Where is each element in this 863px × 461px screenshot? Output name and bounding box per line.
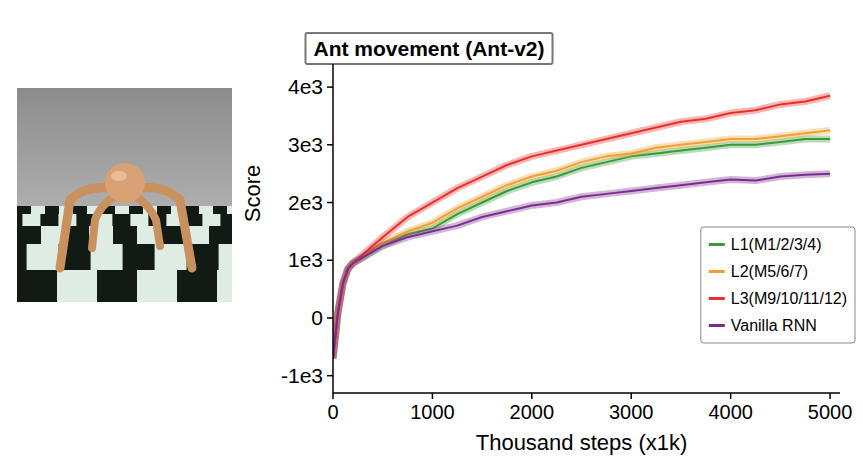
x-tick-label: 1000 (410, 401, 455, 423)
x-axis-line (333, 392, 840, 394)
x-axis-title: Thousand steps (x1k) (476, 430, 688, 455)
y-tick (327, 317, 333, 319)
floor-tile (213, 206, 227, 214)
ant (60, 163, 192, 268)
series-line (333, 130, 830, 358)
x-tick-label: 3000 (609, 401, 654, 423)
y-tick (327, 375, 333, 377)
legend-label: Vanilla RNN (731, 317, 817, 334)
series-band (333, 130, 830, 358)
legend-swatch (709, 243, 725, 246)
y-tick (327, 144, 333, 146)
legend: L1(M1/2/3/4) L2(M5/6/7) L3(M9/10/11/12) Van… (701, 227, 855, 343)
legend-swatch (709, 270, 725, 273)
floor-tile (209, 226, 232, 244)
x-tick (432, 393, 434, 399)
legend-label: L3(M9/10/11/12) (731, 290, 847, 307)
x-tick (531, 393, 533, 399)
x-tick-label: 2000 (510, 401, 555, 423)
title-group: Ant movement (Ant-v2) (305, 33, 552, 64)
series-line (333, 174, 830, 359)
floor-tile (17, 244, 27, 270)
leg (92, 194, 118, 248)
leg (132, 194, 160, 246)
x-tick (730, 393, 732, 399)
floor-tile (73, 206, 87, 214)
y-tick-label: 2e3 (288, 191, 323, 214)
floor-tile (17, 226, 41, 244)
series-band (333, 174, 830, 359)
floor-tile (112, 214, 130, 226)
x-tick (332, 393, 334, 399)
y-tick-label: -1e3 (281, 364, 323, 387)
floor-tile (17, 206, 31, 214)
floor-tile (17, 214, 22, 226)
ant-illustration (0, 88, 297, 302)
x-tick (630, 393, 632, 399)
y-axis-line (332, 64, 334, 393)
y-axis-title: Score (240, 165, 265, 222)
floor-tile (177, 270, 217, 302)
floor-tile (97, 270, 137, 302)
ant-highlight (111, 171, 127, 181)
legend-box (701, 227, 855, 343)
floor-tile (185, 206, 199, 214)
ant-body (105, 163, 145, 203)
legend-swatch (709, 297, 725, 300)
floor-tile (40, 214, 58, 226)
y-tick (327, 202, 333, 204)
y-tick (327, 86, 333, 88)
title-box (305, 33, 552, 64)
legend-label: L1(M1/2/3/4) (731, 236, 822, 253)
chart: Ant movement (Ant-v2)-1e301e32e33e34e301… (0, 0, 863, 461)
floor-base (17, 206, 232, 302)
legend-label: L2(M5/6/7) (731, 263, 808, 280)
legend-swatch (709, 324, 725, 327)
x-tick-label: 0 (327, 401, 338, 423)
x-tick-label: 4000 (708, 401, 753, 423)
y-tick (327, 259, 333, 261)
floor-tile (113, 226, 137, 244)
x-tick-label: 5000 (808, 401, 853, 423)
series-band (333, 139, 830, 358)
floor-tile (123, 244, 155, 270)
floor-tile (45, 206, 59, 214)
title: Ant movement (Ant-v2) (313, 37, 544, 60)
y-tick-label: 0 (311, 306, 323, 329)
sky (17, 88, 232, 302)
floor-tile (220, 214, 232, 226)
y-tick-label: 1e3 (288, 248, 323, 271)
y-tick-label: 3e3 (288, 133, 323, 156)
floor-tile (129, 206, 143, 214)
y-tick-label: 4e3 (288, 75, 323, 98)
floor-tile (17, 270, 57, 302)
floor-tile (157, 206, 171, 214)
floor (17, 206, 232, 302)
series-line (333, 139, 830, 358)
x-tick (829, 393, 831, 399)
